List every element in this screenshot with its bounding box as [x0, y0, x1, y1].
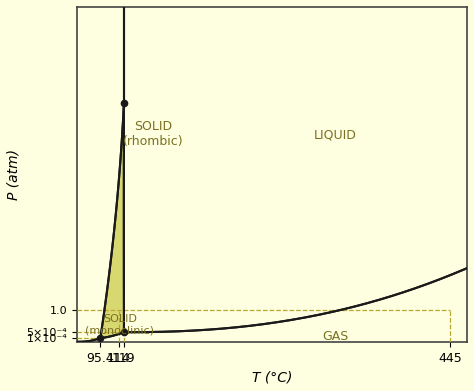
Polygon shape: [100, 102, 124, 338]
Text: LIQUID: LIQUID: [314, 128, 356, 141]
Text: GAS: GAS: [322, 330, 348, 343]
X-axis label: T (°C): T (°C): [252, 370, 292, 384]
Text: SOLID
(monoclinic): SOLID (monoclinic): [85, 314, 155, 335]
Y-axis label: P (atm): P (atm): [7, 149, 21, 200]
Text: SOLID
(rhombic): SOLID (rhombic): [123, 120, 183, 149]
